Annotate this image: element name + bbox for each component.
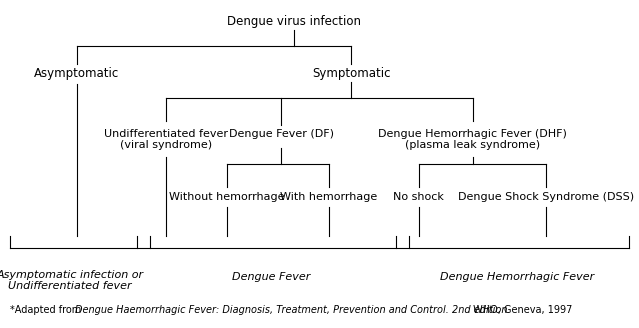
Text: Dengue Haemorrhagic Fever: Diagnosis, Treatment, Prevention and Control. 2nd edi: Dengue Haemorrhagic Fever: Diagnosis, Tr… bbox=[75, 305, 511, 315]
Text: Dengue Shock Syndrome (DSS): Dengue Shock Syndrome (DSS) bbox=[458, 192, 635, 202]
Text: WHO, Geneva, 1997: WHO, Geneva, 1997 bbox=[470, 305, 572, 315]
Text: Asymptomatic infection or
Undifferentiated fever: Asymptomatic infection or Undifferentiat… bbox=[0, 270, 144, 291]
Text: With hemorrhage: With hemorrhage bbox=[281, 192, 378, 202]
Text: Dengue Hemorrhagic Fever (DHF)
(plasma leak syndrome): Dengue Hemorrhagic Fever (DHF) (plasma l… bbox=[378, 129, 567, 150]
Text: Without hemorrhage: Without hemorrhage bbox=[169, 192, 284, 202]
Text: *Adapted from: *Adapted from bbox=[10, 305, 84, 315]
Text: Symptomatic: Symptomatic bbox=[312, 67, 390, 80]
Text: Dengue Hemorrhagic Fever: Dengue Hemorrhagic Fever bbox=[440, 272, 595, 282]
Text: Dengue virus infection: Dengue virus infection bbox=[227, 15, 361, 28]
Text: Dengue Fever: Dengue Fever bbox=[233, 272, 311, 282]
Text: Asymptomatic: Asymptomatic bbox=[34, 67, 119, 80]
Text: No shock: No shock bbox=[393, 192, 444, 202]
Text: Dengue Fever (DF): Dengue Fever (DF) bbox=[229, 130, 334, 139]
Text: Undifferentiated fever
(viral syndrome): Undifferentiated fever (viral syndrome) bbox=[104, 129, 228, 150]
